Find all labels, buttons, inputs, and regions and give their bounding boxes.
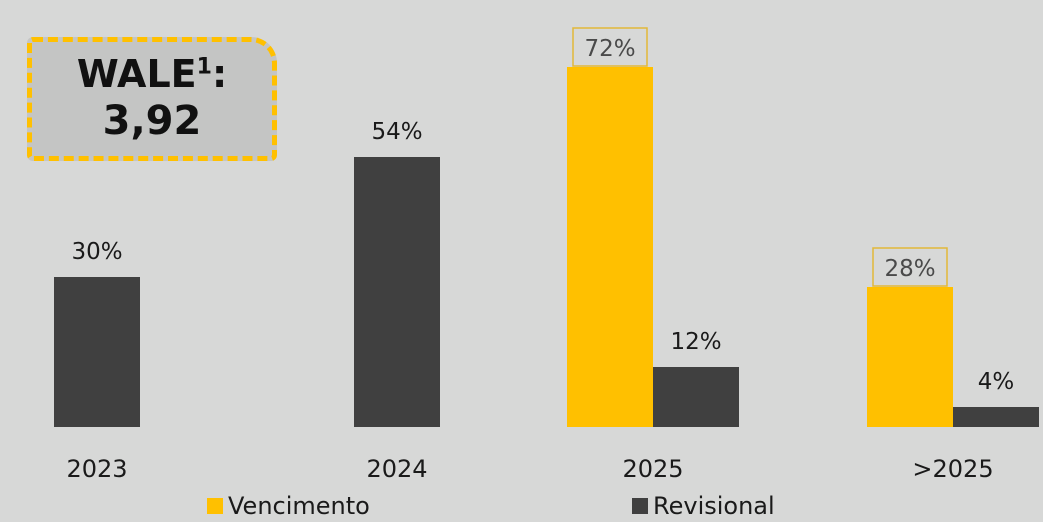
- legend-swatch-vencimento: [207, 498, 223, 514]
- bar-vencimento-2025: [567, 67, 653, 427]
- x-tick-labels-group: 2023 2024 2025 >2025: [66, 455, 993, 483]
- data-label-vencimento-2025: 28%: [884, 256, 935, 282]
- data-label-revisional-2024: 54%: [371, 119, 422, 145]
- legend-item-revisional: Revisional: [632, 492, 775, 520]
- bar-revisional-2023: [54, 277, 140, 427]
- bar-revisional-2025: [953, 407, 1039, 427]
- legend-swatch-revisional: [632, 498, 648, 514]
- data-label-box-vencimento-2025: [872, 247, 948, 287]
- wale-annotation-box: WALE1: 3,92: [27, 37, 277, 161]
- data-label-box-vencimento-2025: [572, 27, 648, 67]
- x-tick-label-2025: 2025: [622, 455, 683, 483]
- bar-vencimento-2025: [867, 287, 953, 427]
- x-tick-label-2023: 2023: [66, 455, 127, 483]
- wale-footnote-marker: 1: [196, 54, 212, 80]
- data-label-vencimento-2025: 72%: [584, 36, 635, 62]
- legend-item-vencimento: Vencimento: [207, 492, 370, 520]
- data-label-revisional-2023: 30%: [71, 239, 122, 265]
- x-tick-label-2024: 2024: [366, 455, 427, 483]
- x-tick-label-2025: >2025: [912, 455, 993, 483]
- wale-label: WALE1:: [76, 52, 228, 97]
- legend-label-vencimento: Vencimento: [228, 492, 370, 520]
- bars-group: [54, 67, 1039, 427]
- data-labels-group: 30% 54% 72% 12% 28% 4%: [71, 27, 1015, 395]
- bar-revisional-2025: [653, 367, 739, 427]
- data-label-revisional-2025: 12%: [670, 329, 721, 355]
- wale-value: 3,92: [102, 97, 202, 144]
- legend-label-revisional: Revisional: [653, 492, 775, 520]
- bar-revisional-2024: [354, 157, 440, 427]
- data-label-revisional-2025: 4%: [978, 369, 1015, 395]
